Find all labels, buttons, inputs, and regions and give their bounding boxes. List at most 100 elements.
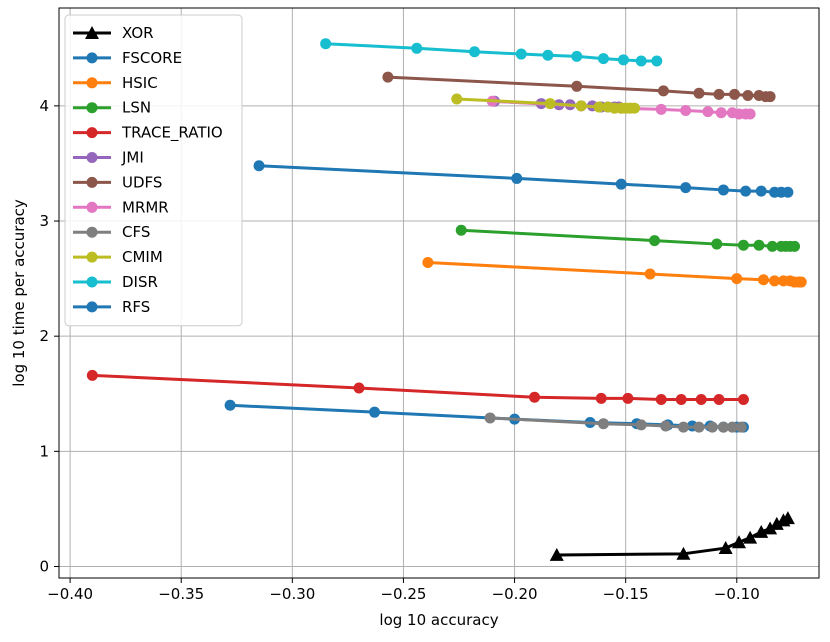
data-point xyxy=(743,530,758,544)
data-point xyxy=(711,238,723,250)
data-point xyxy=(769,275,781,287)
data-point xyxy=(655,394,667,406)
x-tick-label: −0.25 xyxy=(380,585,426,603)
data-point xyxy=(455,224,467,236)
data-point xyxy=(766,240,778,252)
data-point xyxy=(635,55,647,67)
series-hsic xyxy=(422,256,807,288)
data-point xyxy=(571,80,583,92)
legend-marker xyxy=(86,176,98,188)
data-point xyxy=(737,394,749,406)
y-tick-label: 4 xyxy=(39,97,49,115)
data-point xyxy=(469,46,481,58)
legend-item: UDFS xyxy=(73,173,162,191)
legend-label: FSCORE xyxy=(122,49,182,67)
data-point xyxy=(677,421,689,433)
data-point xyxy=(635,419,647,431)
legend-label: TRACE_RATIO xyxy=(121,124,223,143)
legend-item: FSCORE xyxy=(73,49,182,67)
legend-label: LSN xyxy=(122,99,151,117)
legend-item: HSIC xyxy=(73,74,158,92)
legend-marker xyxy=(86,276,98,288)
x-tick-label: −0.40 xyxy=(47,585,93,603)
data-point xyxy=(224,399,236,411)
series-udfs xyxy=(382,71,776,103)
series-line xyxy=(427,260,802,284)
legend-label: CFS xyxy=(122,223,150,241)
data-point xyxy=(713,394,725,406)
data-point xyxy=(726,421,738,433)
data-point xyxy=(615,178,627,190)
series-xor xyxy=(549,511,795,561)
series-line xyxy=(92,373,744,402)
legend-marker xyxy=(86,301,98,313)
legend-marker xyxy=(86,52,98,64)
legend-marker xyxy=(86,201,98,213)
data-point xyxy=(575,100,587,112)
data-point xyxy=(676,546,691,560)
data-point xyxy=(693,421,705,433)
legend-item: MRMR xyxy=(73,198,169,216)
data-point xyxy=(780,511,795,525)
data-point xyxy=(713,88,725,100)
data-point xyxy=(795,276,807,288)
x-axis-label: log 10 accuracy xyxy=(379,611,498,629)
data-point xyxy=(649,235,661,247)
data-point xyxy=(544,98,556,110)
data-point xyxy=(782,186,794,198)
data-point xyxy=(549,547,564,561)
data-point xyxy=(695,394,707,406)
data-point xyxy=(597,53,609,65)
data-point xyxy=(617,54,629,66)
x-tick-label: −0.10 xyxy=(714,585,760,603)
x-tick-label: −0.35 xyxy=(158,585,204,603)
data-point xyxy=(657,85,669,97)
legend-label: UDFS xyxy=(122,173,162,191)
data-point xyxy=(753,239,765,251)
y-axis-label: log 10 time per accuracy xyxy=(10,199,28,387)
series-trace-ratio xyxy=(86,369,749,406)
data-point xyxy=(651,55,663,67)
data-point xyxy=(706,421,718,433)
data-point xyxy=(451,93,463,105)
data-point xyxy=(789,240,801,252)
data-point xyxy=(411,42,423,54)
data-point xyxy=(764,91,776,103)
data-point xyxy=(754,524,769,538)
legend-box xyxy=(64,14,243,327)
data-point xyxy=(729,88,741,100)
legend-item: CFS xyxy=(73,223,150,241)
legend-marker xyxy=(86,102,98,114)
legend-marker xyxy=(86,251,98,263)
y-tick-label: 0 xyxy=(39,557,49,575)
data-point xyxy=(511,172,523,184)
legend: XOR FSCORE HSIC LSN TRACE_RATIO JMI UDFS MRMR CF… xyxy=(64,14,243,327)
data-point xyxy=(593,101,605,113)
data-point xyxy=(369,406,381,418)
legend-marker xyxy=(86,152,98,163)
data-point xyxy=(515,48,527,60)
legend-item: LSN xyxy=(73,99,151,117)
data-point xyxy=(422,256,434,268)
legend-label: XOR xyxy=(122,24,154,42)
legend-marker xyxy=(85,26,99,39)
legend-item: CMIM xyxy=(73,248,163,266)
data-point xyxy=(763,521,778,535)
series-line xyxy=(258,164,788,194)
data-point xyxy=(353,382,365,394)
data-point xyxy=(737,239,749,251)
data-point xyxy=(731,273,743,285)
data-point xyxy=(735,421,747,433)
legend-item: RFS xyxy=(73,298,150,316)
legend-item: JMI xyxy=(73,149,144,167)
x-tick-label: −0.30 xyxy=(269,585,315,603)
data-point xyxy=(732,535,746,549)
y-tick-label: 2 xyxy=(39,327,49,345)
x-tick-label: −0.15 xyxy=(603,585,649,603)
legend-label: MRMR xyxy=(122,198,169,216)
data-point xyxy=(693,87,705,99)
series-lsn xyxy=(455,224,801,252)
series-rfs xyxy=(253,160,794,198)
legend-item: TRACE_RATIO xyxy=(73,124,223,143)
data-point xyxy=(744,108,756,120)
